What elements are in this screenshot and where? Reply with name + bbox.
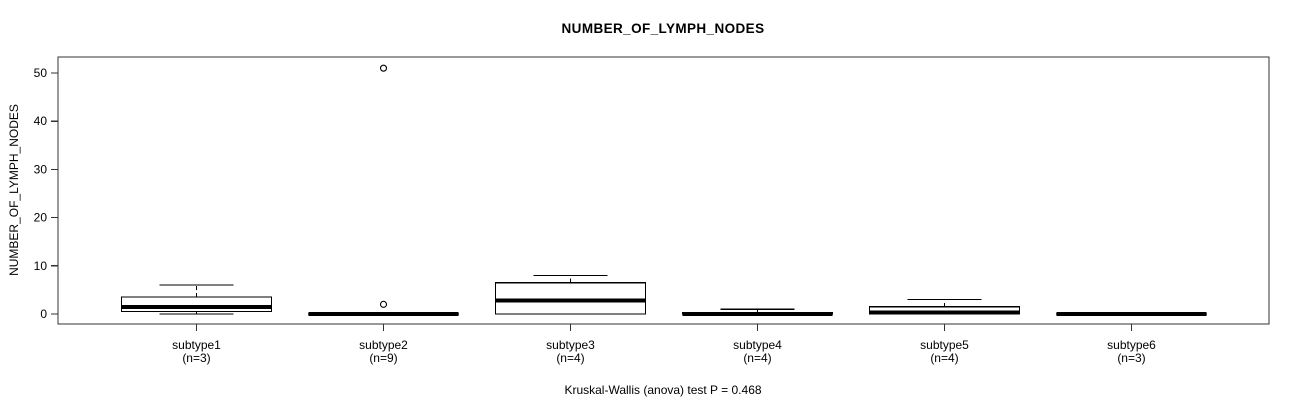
outlier-point bbox=[379, 64, 388, 72]
x-count-label: (n=4) bbox=[743, 351, 771, 365]
y-tick-label: 30 bbox=[34, 162, 48, 176]
plot-frame bbox=[57, 56, 1270, 325]
y-tick-label: 40 bbox=[34, 114, 48, 128]
x-category-label: subtype2 bbox=[359, 338, 408, 352]
x-count-label: (n=9) bbox=[369, 351, 397, 365]
y-tick-label: 0 bbox=[40, 307, 47, 321]
chart-title: NUMBER_OF_LYMPH_NODES bbox=[561, 21, 765, 36]
x-count-label: (n=4) bbox=[556, 351, 584, 365]
y-tick-label: 20 bbox=[34, 211, 48, 225]
x-category-label: subtype6 bbox=[1107, 338, 1156, 352]
outlier-point bbox=[379, 300, 388, 308]
x-count-label: (n=4) bbox=[930, 351, 958, 365]
x-category-label: subtype5 bbox=[920, 338, 969, 352]
y-tick-label: 10 bbox=[34, 259, 48, 273]
x-category-label: subtype4 bbox=[733, 338, 782, 352]
x-category-label: subtype3 bbox=[546, 338, 595, 352]
x-category-label: subtype1 bbox=[172, 338, 221, 352]
iqr-box bbox=[120, 296, 273, 313]
x-count-label: (n=3) bbox=[1117, 351, 1145, 365]
caption-kruskal-wallis: Kruskal-Wallis (anova) test P = 0.468 bbox=[564, 383, 762, 397]
x-count-label: (n=3) bbox=[182, 351, 210, 365]
y-tick-label: 50 bbox=[34, 66, 48, 80]
iqr-box bbox=[494, 282, 647, 315]
